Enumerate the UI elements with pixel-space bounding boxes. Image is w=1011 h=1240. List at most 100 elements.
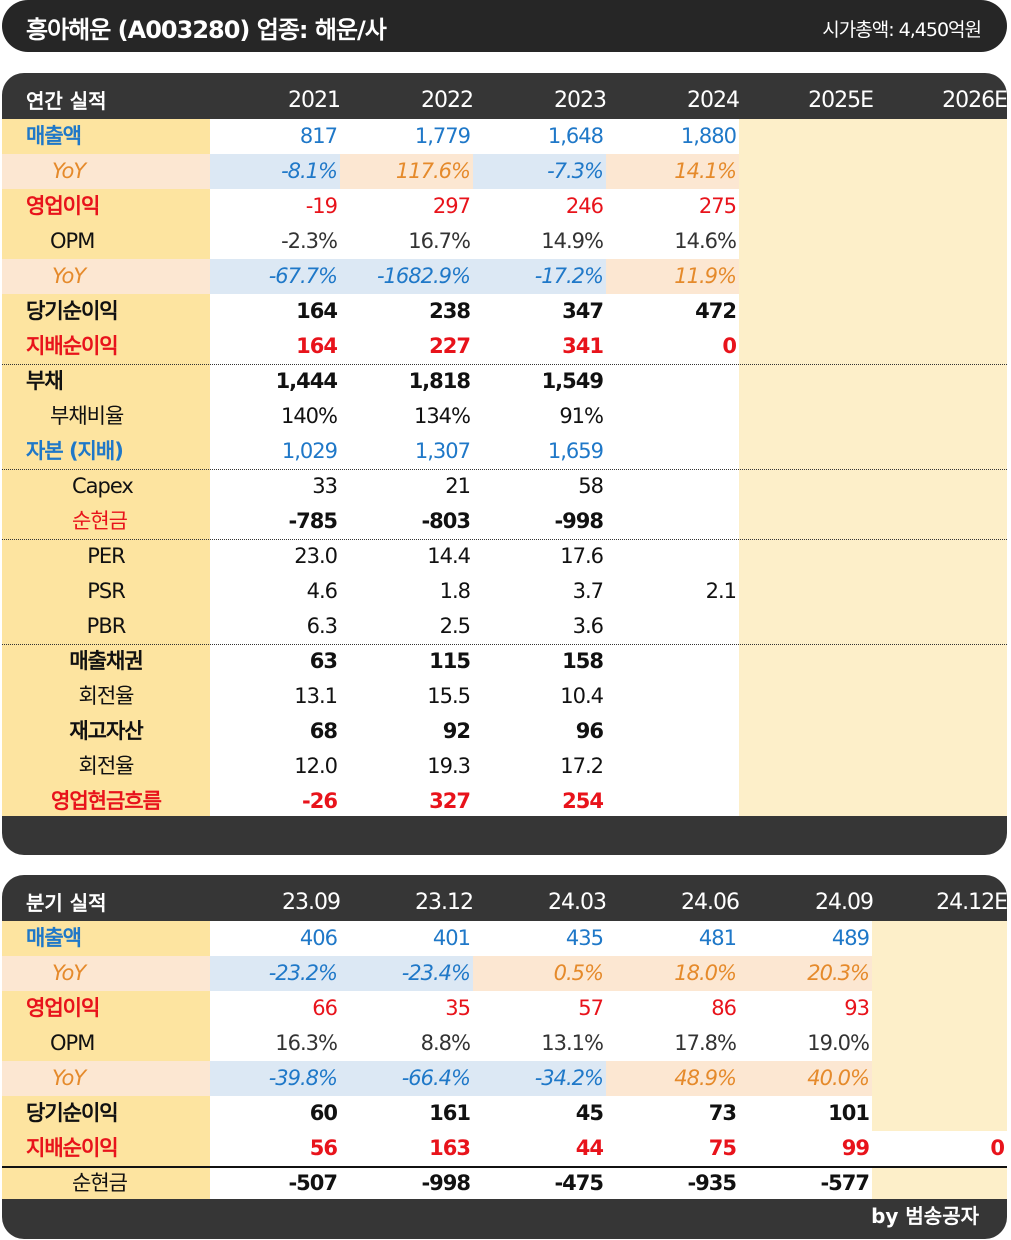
annual-cell: 1,444 [275, 369, 338, 393]
annual-cell: 238 [429, 299, 471, 323]
quarterly-row-label: YoY [2, 956, 210, 991]
quarterly-cell: 60 [309, 1101, 338, 1125]
annual-cell: 134% [413, 404, 471, 428]
annual-cell: -8.1% [210, 154, 340, 189]
annual-cell: 341 [562, 334, 604, 358]
quarterly-row: YoY -23.2% -23.4% 0.5% 18.0% 20.3% [2, 956, 1007, 991]
annual-row: PER 23.0 14.4 17.6 [2, 539, 1007, 574]
market-cap: 시가총액: 4,450억원 [822, 19, 982, 41]
annual-cell: 14.1% [606, 154, 739, 189]
annual-cell: 1.8 [439, 579, 471, 603]
quarterly-cell: 163 [429, 1136, 471, 1160]
annual-cell: -998 [554, 509, 604, 533]
annual-col-header: 2023 [554, 88, 607, 113]
quarterly-cell: 75 [708, 1136, 737, 1160]
annual-cell [872, 784, 1007, 819]
annual-header-label: 연간 실적 [26, 89, 107, 113]
quarterly-cell: 489 [831, 926, 870, 950]
annual-row-label: 회전율 [2, 679, 210, 714]
quarterly-cell: -34.2% [473, 1061, 606, 1096]
annual-row: 매출채권 63 115 158 [2, 644, 1007, 679]
annual-cell [739, 399, 872, 434]
annual-cell: 15.5 [427, 684, 471, 708]
quarterly-cell [872, 1096, 1007, 1131]
annual-row-label: 부채 [2, 364, 210, 399]
annual-row: 지배순이익 164 227 341 0 [2, 329, 1007, 364]
quarterly-cell: 406 [299, 926, 338, 950]
annual-cell [739, 154, 872, 189]
annual-row-label: 당기순이익 [2, 294, 210, 329]
annual-cell: 1,029 [281, 439, 338, 463]
annual-row: 영업이익 -19 297 246 275 [2, 189, 1007, 224]
quarterly-cell: -66.4% [340, 1061, 473, 1096]
annual-cell: -67.7% [210, 259, 340, 294]
annual-row-label: Capex [2, 469, 210, 504]
annual-cell: 19.3 [427, 754, 471, 778]
annual-cell: -17.2% [473, 259, 606, 294]
annual-col-header: 2026E [942, 88, 1008, 113]
annual-row: 자본 (지배) 1,029 1,307 1,659 [2, 434, 1007, 469]
annual-cell [739, 329, 872, 364]
annual-cell [739, 644, 872, 679]
quarterly-cell: -577 [820, 1171, 870, 1195]
quarterly-cell: -475 [554, 1171, 604, 1195]
annual-cell: 17.6 [560, 544, 604, 568]
annual-footer [2, 816, 1007, 855]
page-title: 흥아해운 (A003280) 업종: 해운/사 [26, 16, 387, 44]
quarterly-cell [872, 1166, 1007, 1201]
annual-cell: 1,549 [541, 369, 604, 393]
annual-cell [872, 679, 1007, 714]
annual-cell: 1,779 [414, 124, 471, 148]
annual-cell: 91% [559, 404, 604, 428]
annual-row: 영업현금흐름 -26 327 254 [2, 784, 1007, 819]
row-divider [2, 539, 1007, 540]
quarterly-header: 분기 실적 23.09 23.12 24.03 24.06 24.09 24.1… [2, 875, 1008, 921]
quarterly-cell [872, 1061, 1007, 1096]
annual-cell: 23.0 [294, 544, 338, 568]
annual-cell: 115 [429, 649, 471, 673]
annual-row: 순현금 -785 -803 -998 [2, 504, 1007, 539]
quarterly-cell [872, 1026, 1007, 1061]
annual-cell: 68 [309, 719, 338, 743]
annual-cell: 1,307 [414, 439, 471, 463]
quarterly-cell: -507 [288, 1171, 338, 1195]
annual-cell [739, 714, 872, 749]
annual-cell [606, 644, 739, 679]
annual-cell [606, 539, 739, 574]
quarterly-cell [872, 991, 1007, 1026]
annual-row-label: 지배순이익 [2, 329, 210, 364]
annual-cell [739, 224, 872, 259]
annual-row-label: 매출채권 [2, 644, 210, 679]
annual-row: Capex 33 21 58 [2, 469, 1007, 504]
quarterly-row-label: 당기순이익 [2, 1096, 210, 1131]
quarterly-cell: 57 [578, 996, 604, 1020]
quarterly-cell: 40.0% [739, 1061, 872, 1096]
quarterly-cell: 19.0% [807, 1031, 870, 1055]
annual-row: 회전율 12.0 19.3 17.2 [2, 749, 1007, 784]
annual-cell: 297 [432, 194, 471, 218]
annual-cell [739, 504, 872, 539]
quarterly-cell: 101 [828, 1101, 870, 1125]
annual-cell: 817 [299, 124, 338, 148]
quarterly-cell: 17.8% [674, 1031, 737, 1055]
annual-cell: 16.7% [408, 229, 471, 253]
annual-row-label: 순현금 [2, 504, 210, 539]
quarterly-table: 분기 실적 23.09 23.12 24.03 24.06 24.09 24.1… [2, 875, 1008, 1239]
annual-cell [872, 364, 1007, 399]
quarterly-cell: 0 [990, 1136, 1005, 1160]
annual-cell: 63 [309, 649, 338, 673]
quarterly-col-header: 24.09 [815, 890, 874, 915]
annual-row-label: 자본 (지배) [2, 434, 210, 469]
annual-cell [739, 679, 872, 714]
quarterly-cell: 35 [445, 996, 471, 1020]
annual-row: PBR 6.3 2.5 3.6 [2, 609, 1007, 644]
annual-row-label: PSR [2, 574, 210, 609]
annual-cell [872, 224, 1007, 259]
quarterly-cell: 8.8% [420, 1031, 471, 1055]
annual-row: 부채 1,444 1,818 1,549 [2, 364, 1007, 399]
annual-cell: 3.7 [572, 579, 604, 603]
quarterly-cell: 481 [698, 926, 737, 950]
annual-cell [606, 469, 739, 504]
annual-cell [872, 539, 1007, 574]
annual-cell: 33 [312, 474, 338, 498]
